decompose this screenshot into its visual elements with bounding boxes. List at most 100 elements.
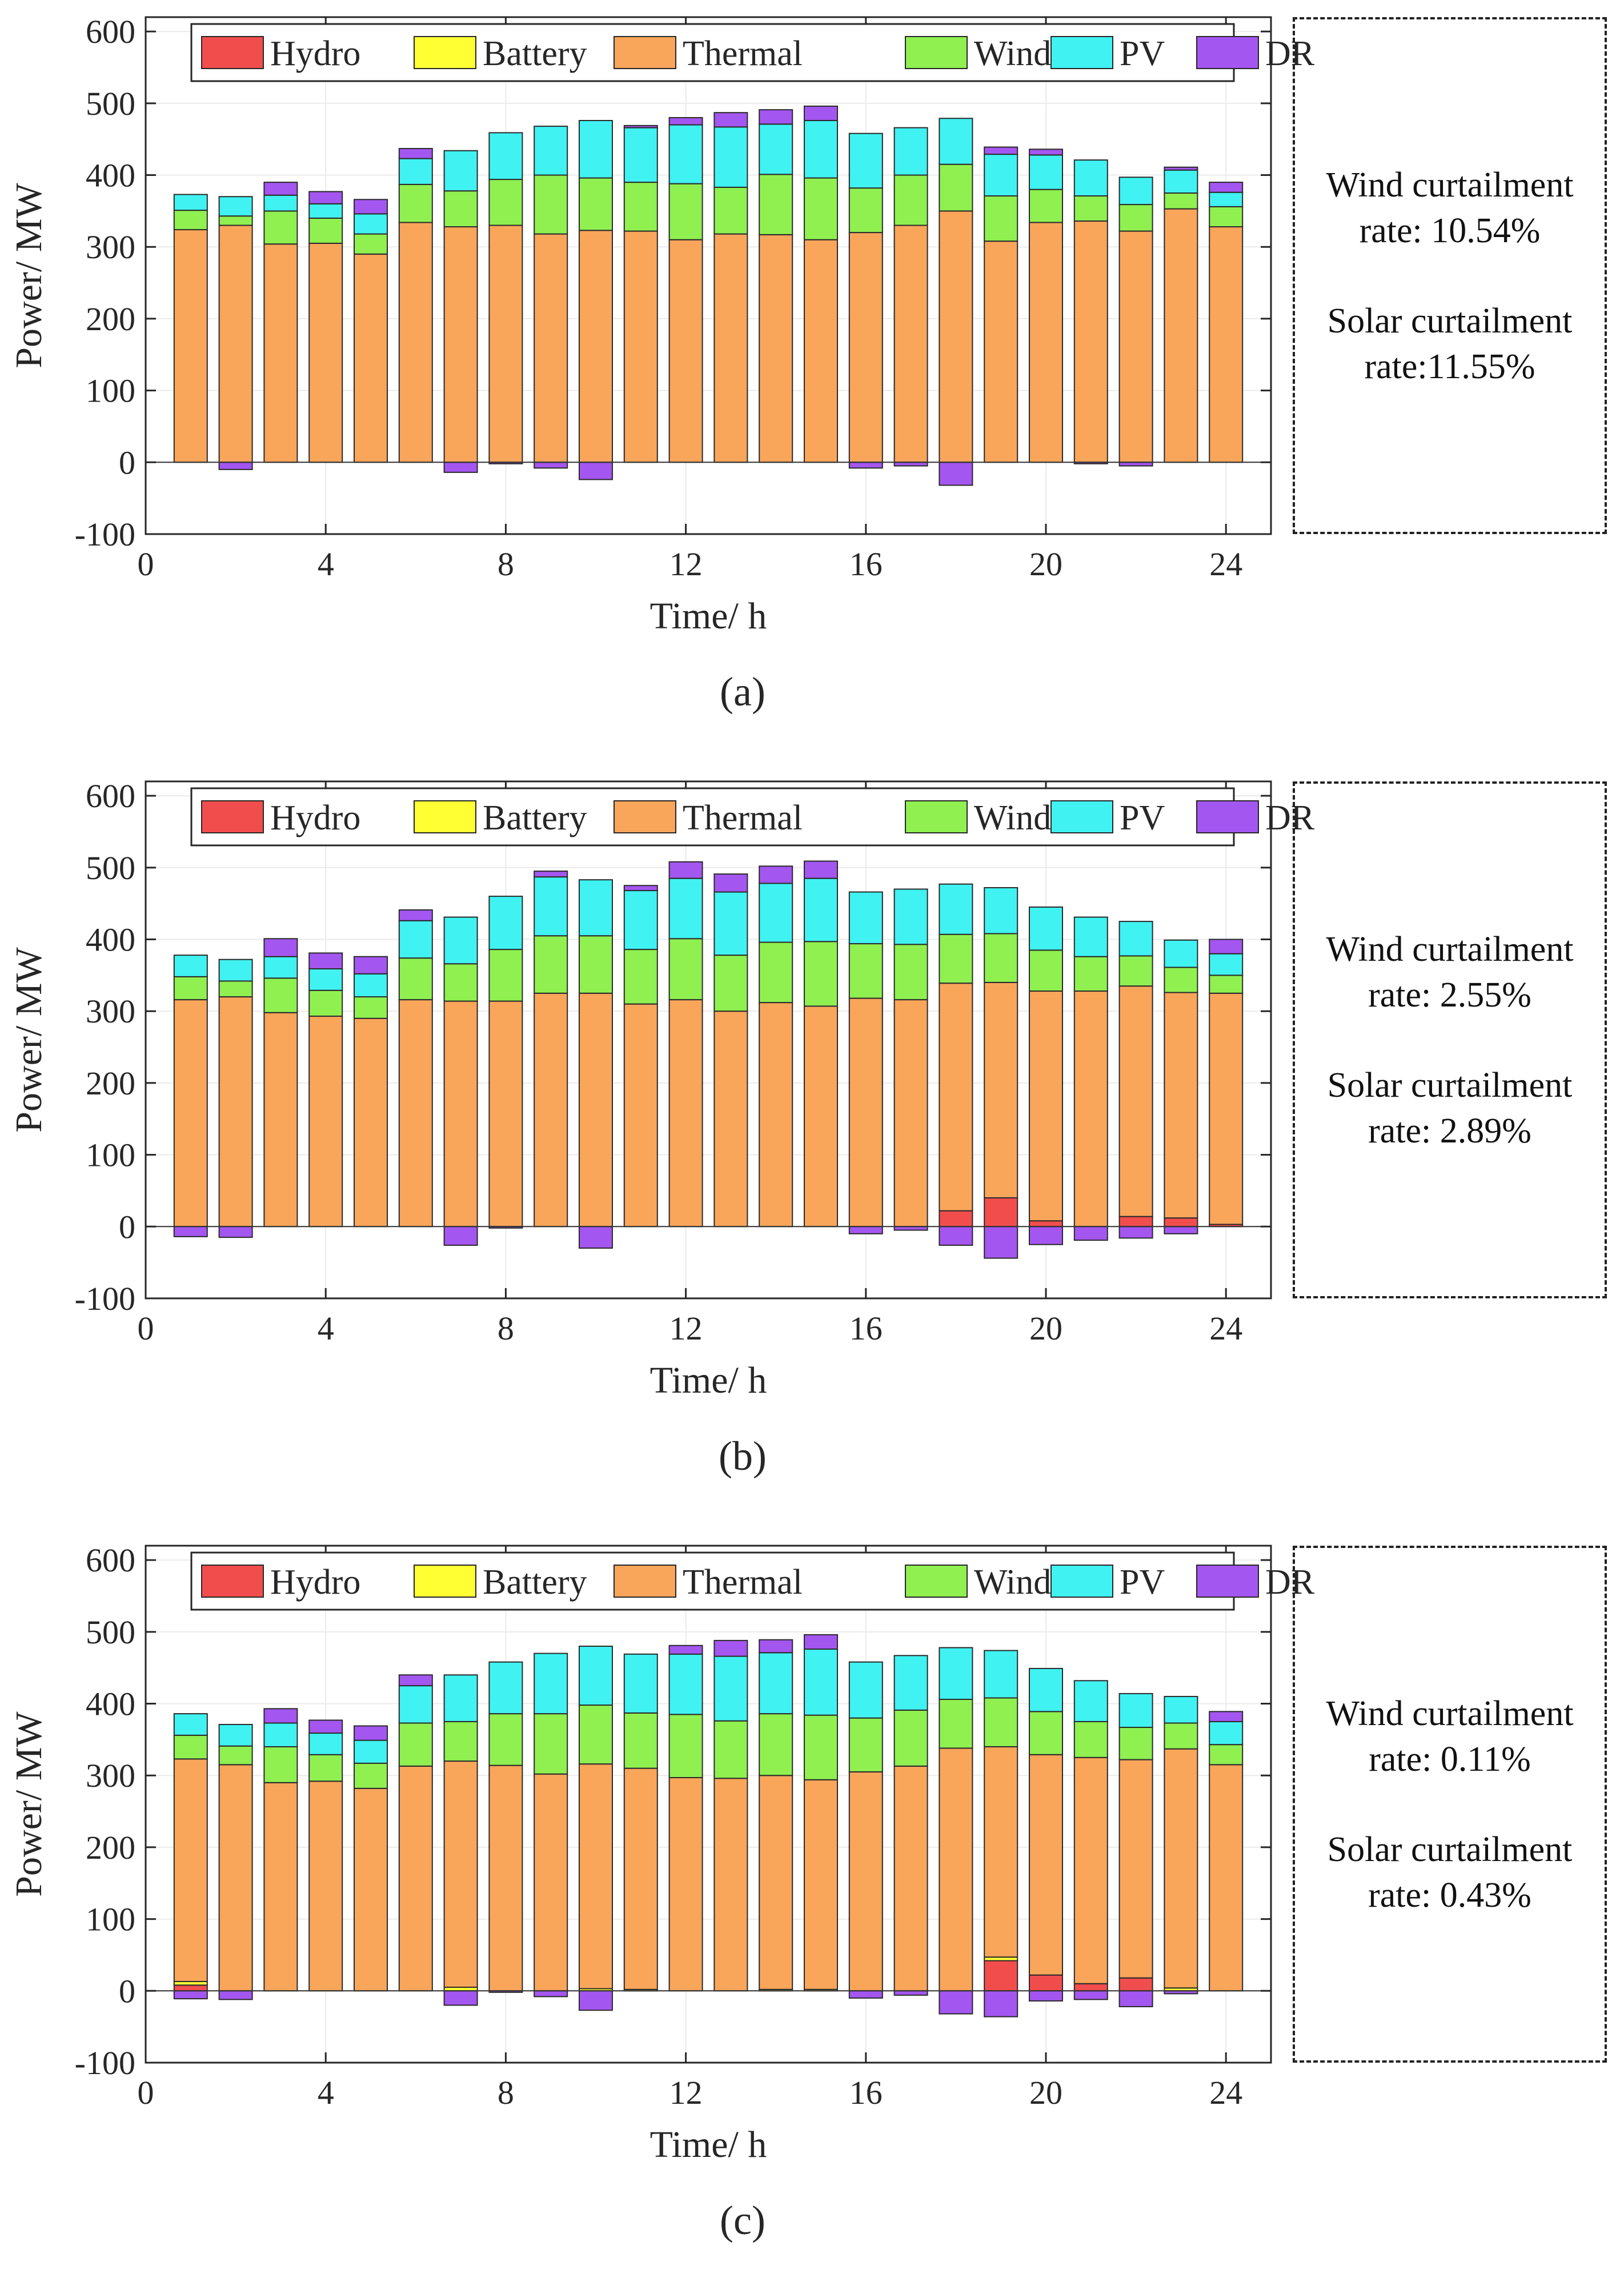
legend-label-wind: Wind bbox=[974, 799, 1051, 837]
bar-dr-h20 bbox=[1029, 1226, 1063, 1245]
x-tick-label: 24 bbox=[1209, 1310, 1242, 1347]
bar-thermal-h23 bbox=[1164, 1748, 1198, 1989]
legend-swatch-dr bbox=[1196, 36, 1259, 69]
bar-wind-h10 bbox=[579, 177, 613, 231]
bar-pv-h6 bbox=[398, 920, 433, 959]
bar-pv-h12 bbox=[668, 124, 703, 185]
legend-label-thermal: Thermal bbox=[683, 799, 803, 837]
bar-thermal-h20 bbox=[1029, 990, 1063, 1222]
bar-pv-h20 bbox=[1029, 154, 1063, 190]
legend-label-dr: DR bbox=[1265, 34, 1315, 73]
legend-swatch-dr bbox=[1196, 800, 1259, 833]
bar-wind-h23 bbox=[1164, 1722, 1198, 1750]
legend-label-pv: PV bbox=[1120, 34, 1165, 73]
bar-wind-h6 bbox=[398, 957, 433, 1001]
x-tick-label: 24 bbox=[1209, 2074, 1242, 2111]
bar-wind-h8 bbox=[488, 949, 523, 1002]
panel-a: 0 4 8 12 16 20 24 -100 0 100 200 300 400 500 600 Time/ … bbox=[0, 0, 1624, 751]
solar-curtailment-rate: rate: 2.89% bbox=[1368, 1111, 1531, 1150]
bar-pv-h14 bbox=[759, 123, 793, 175]
y-tick-label: 100 bbox=[86, 1901, 135, 1938]
axes-frame bbox=[145, 780, 1272, 1300]
bar-dr-h24 bbox=[1209, 182, 1244, 193]
bar-wind-h12 bbox=[668, 183, 703, 240]
bar-wind-h12 bbox=[668, 1714, 703, 1778]
bar-thermal-h23 bbox=[1164, 992, 1198, 1219]
legend-label-hydro: Hydro bbox=[270, 799, 360, 837]
y-tick-label: -100 bbox=[75, 1280, 135, 1317]
bar-wind-h14 bbox=[759, 174, 793, 235]
bar-thermal-h18 bbox=[939, 1747, 973, 1992]
bar-thermal-h10 bbox=[579, 992, 613, 1228]
solar-curtailment-label: Solar curtailment bbox=[1327, 1830, 1573, 1869]
bar-pv-h1 bbox=[173, 954, 208, 977]
bar-dr-h2 bbox=[218, 1226, 253, 1238]
legend-swatch-pv bbox=[1050, 1565, 1113, 1598]
bar-wind-h19 bbox=[984, 1697, 1018, 1747]
bar-thermal-h10 bbox=[579, 1763, 613, 1990]
bar-pv-h23 bbox=[1164, 939, 1198, 968]
bar-dr-h3 bbox=[263, 938, 298, 957]
bar-thermal-h2 bbox=[218, 996, 253, 1228]
axes-frame bbox=[145, 1545, 1272, 2064]
legend-swatch-thermal bbox=[613, 1565, 676, 1598]
bar-wind-h15 bbox=[804, 1714, 838, 1780]
legend-label-dr: DR bbox=[1265, 1563, 1315, 1602]
bar-pv-h17 bbox=[893, 888, 928, 945]
bar-hydro-h19 bbox=[984, 1197, 1018, 1228]
solar-curtailment-rate: rate: 0.43% bbox=[1368, 1875, 1531, 1915]
wind-curtailment-rate: rate: 0.11% bbox=[1369, 1739, 1531, 1779]
bar-hydro-h23 bbox=[1164, 1217, 1198, 1228]
bar-thermal-h22 bbox=[1118, 230, 1153, 463]
bar-dr-h6 bbox=[398, 909, 433, 921]
legend-swatch-pv bbox=[1050, 36, 1113, 69]
bar-wind-h17 bbox=[893, 944, 928, 1001]
bar-wind-h18 bbox=[939, 163, 973, 212]
bar-thermal-h14 bbox=[759, 234, 793, 463]
bar-dr-h17 bbox=[893, 1990, 928, 1996]
bar-wind-h13 bbox=[713, 954, 748, 1012]
bar-pv-h12 bbox=[668, 877, 703, 940]
x-tick-label: 20 bbox=[1029, 546, 1062, 583]
solar-curtailment-label: Solar curtailment bbox=[1327, 301, 1573, 340]
legend-swatch-thermal bbox=[613, 800, 676, 833]
bar-pv-h11 bbox=[623, 127, 658, 183]
stacked-bar-chart-b: 0 4 8 12 16 20 24-1000100200300400500600Time/ … bbox=[8, 777, 1315, 1479]
wind-curtailment-label: Wind curtailment bbox=[1326, 165, 1574, 204]
bar-dr-h19 bbox=[984, 1990, 1018, 2018]
bar-thermal-h7 bbox=[443, 226, 478, 463]
y-tick-label: 100 bbox=[86, 1137, 135, 1174]
bar-dr-h16 bbox=[848, 462, 883, 469]
bar-wind-h5 bbox=[354, 996, 388, 1019]
bar-wind-h9 bbox=[534, 935, 568, 994]
bar-thermal-h11 bbox=[623, 230, 658, 463]
bar-dr-h4 bbox=[308, 1719, 343, 1734]
y-tick-label: 100 bbox=[86, 372, 135, 410]
bar-wind-h21 bbox=[1073, 1720, 1108, 1758]
y-tick-label: 600 bbox=[86, 1542, 135, 1579]
panel-c: 0 4 8 12 16 20 24 -100 0 100 200 300 400 500 600 Time/ … bbox=[0, 1529, 1624, 2279]
x-tick-label: 12 bbox=[669, 1310, 703, 1347]
bar-thermal-h23 bbox=[1164, 208, 1198, 463]
bar-pv-h4 bbox=[308, 968, 343, 991]
bar-thermal-h5 bbox=[354, 253, 388, 463]
bar-thermal-h20 bbox=[1029, 222, 1063, 463]
bar-dr-h14 bbox=[759, 109, 793, 125]
bar-wind-h17 bbox=[893, 174, 928, 226]
bar-thermal-h19 bbox=[984, 240, 1018, 463]
y-tick-label: 200 bbox=[86, 1065, 135, 1102]
bar-wind-h3 bbox=[263, 1746, 298, 1783]
legend-label-battery: Battery bbox=[483, 799, 587, 837]
bar-wind-h21 bbox=[1073, 195, 1108, 222]
bar-dr-h4 bbox=[308, 952, 343, 970]
solar-curtailment-rate: rate:11.55% bbox=[1364, 347, 1535, 386]
bar-dr-h19 bbox=[984, 1226, 1018, 1259]
bar-pv-h13 bbox=[713, 891, 748, 956]
bar-dr-h22 bbox=[1118, 1226, 1153, 1239]
x-tick-label: 8 bbox=[498, 546, 514, 583]
bar-thermal-h13 bbox=[713, 1010, 748, 1228]
y-tick-label: -100 bbox=[75, 516, 135, 553]
bar-thermal-h1 bbox=[173, 229, 208, 463]
bar-wind-h2 bbox=[218, 215, 253, 226]
bar-pv-h7 bbox=[443, 150, 478, 192]
